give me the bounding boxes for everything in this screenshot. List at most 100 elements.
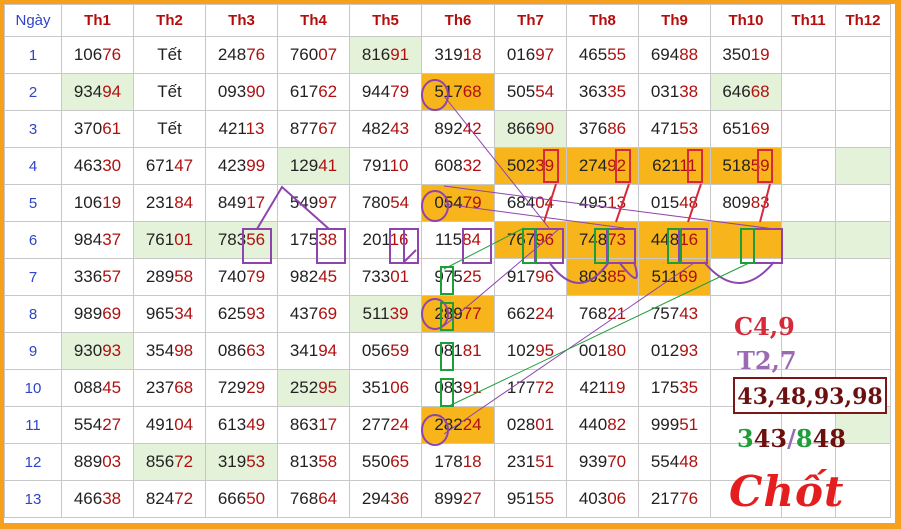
result-cell: 55065: [349, 443, 422, 481]
result-cell: 72929: [205, 369, 278, 407]
cell-head: 505: [506, 82, 536, 101]
result-cell: 24876: [205, 36, 278, 74]
cell-tail: 92: [607, 156, 627, 175]
cell-tail: 53: [246, 452, 266, 471]
result-cell: 96534: [133, 295, 206, 333]
cell-head: 767: [506, 230, 536, 249]
boxed-numbers: 43,48,93,98: [733, 377, 887, 414]
result-cell: 37686: [566, 110, 639, 148]
result-cell: 75743: [638, 295, 711, 333]
result-cell: 47153: [638, 110, 711, 148]
cell-tail: 25: [462, 267, 482, 286]
result-cell: 27724: [349, 406, 422, 444]
result-cell: 44082: [566, 406, 639, 444]
cell-head: 613: [217, 415, 247, 434]
result-cell: 91796: [494, 258, 567, 296]
pair-note: 343/848: [737, 424, 846, 453]
cell-tail: 16: [389, 230, 409, 249]
result-cell: 74079: [205, 258, 278, 296]
result-cell: 61762: [277, 73, 350, 111]
cell-head: 031: [650, 82, 680, 101]
cell-head: 106: [73, 193, 103, 212]
cell-head: 816: [361, 45, 391, 64]
cell-tail: 54: [535, 82, 555, 101]
cell-tail: 55: [535, 489, 555, 508]
cell-tail: 96: [535, 267, 555, 286]
cell-head: 495: [578, 193, 608, 212]
result-cell: [835, 221, 891, 259]
result-cell: 51139: [349, 295, 422, 333]
cell-tail: 30: [102, 156, 122, 175]
cell-tail: 93: [679, 341, 699, 360]
cell-tail: 86: [607, 119, 627, 138]
day-cell: 4: [4, 147, 62, 185]
result-cell: 21776: [638, 480, 711, 518]
cell-tail: 97: [318, 193, 338, 212]
result-cell: 05659: [349, 332, 422, 370]
cell-tail: 88: [679, 45, 699, 64]
cell-tail: 84: [462, 230, 482, 249]
cell-tail: 56: [246, 230, 266, 249]
chot-label: Chốt: [729, 467, 845, 516]
result-cell: [710, 480, 782, 518]
result-cell: 01548: [638, 184, 711, 222]
result-cell: 80385: [566, 258, 639, 296]
cell-head: 252: [289, 378, 319, 397]
result-cell: 78356: [205, 221, 278, 259]
cell-head: 294: [361, 489, 391, 508]
cell-head: 175: [650, 378, 680, 397]
cell-head: 803: [578, 267, 608, 286]
result-cell: 46555: [566, 36, 639, 74]
header-month: Th12: [835, 4, 891, 37]
cell-head: 465: [578, 45, 608, 64]
result-cell: 93093: [61, 332, 134, 370]
cell-head: 129: [289, 156, 319, 175]
cell-tail: 04: [535, 193, 555, 212]
cell-tail: 18: [462, 452, 482, 471]
cell-tail: 51: [679, 415, 699, 434]
cell-head: 733: [361, 267, 391, 286]
cell-head: 376: [578, 119, 608, 138]
day-cell: 11: [4, 406, 62, 444]
result-cell: [781, 73, 836, 111]
cell-head: 965: [145, 304, 175, 323]
cell-head: 866: [506, 119, 536, 138]
cell-head: 341: [289, 341, 319, 360]
cell-tail: 39: [389, 304, 409, 323]
cell-head: 975: [434, 267, 463, 286]
cell-head: 289: [145, 267, 175, 286]
cell-head: 608: [434, 156, 463, 175]
cell-head: 054: [434, 193, 463, 212]
result-cell: 17538: [277, 221, 350, 259]
cell-head: 437: [289, 304, 319, 323]
result-cell: 89927: [421, 480, 495, 518]
cell-tail: 69: [750, 119, 770, 138]
cell-tail: 70: [607, 452, 627, 471]
result-cell: 87767: [277, 110, 350, 148]
header-month: Th1: [61, 4, 134, 37]
result-cell: 35498: [133, 332, 206, 370]
result-cell: 74873: [566, 221, 639, 259]
result-cell: [835, 36, 891, 74]
cell-tail: 76: [679, 489, 699, 508]
result-cell: 82472: [133, 480, 206, 518]
cell-tail: 91: [390, 45, 410, 64]
cell-tail: 69: [318, 304, 338, 323]
cell-tail: 91: [462, 378, 482, 397]
header-month: Th6: [421, 4, 495, 37]
cell-tail: 72: [535, 378, 555, 397]
lottery-results-frame: Ngày Th1 Th2 Th3 Th4 Th5 Th6 Th7 Th8 Th9 Th10 Th11 T…: [4, 4, 895, 523]
cell-tail: 19: [102, 193, 122, 212]
result-cell: [835, 147, 891, 185]
result-cell: 31953: [205, 443, 278, 481]
result-cell: 42113: [205, 110, 278, 148]
result-cell: 98969: [61, 295, 134, 333]
header-month: Th5: [349, 4, 422, 37]
cell-head: 740: [217, 267, 247, 286]
header-month: Th8: [566, 4, 639, 37]
cell-tail: 47: [174, 156, 194, 175]
result-cell: 49513: [566, 184, 639, 222]
cell-tail: 19: [606, 378, 626, 397]
table-row: 12 88903 85672 31953 81358 55065 17818 23151 939…: [4, 443, 891, 481]
cell-tail: 65: [390, 452, 410, 471]
